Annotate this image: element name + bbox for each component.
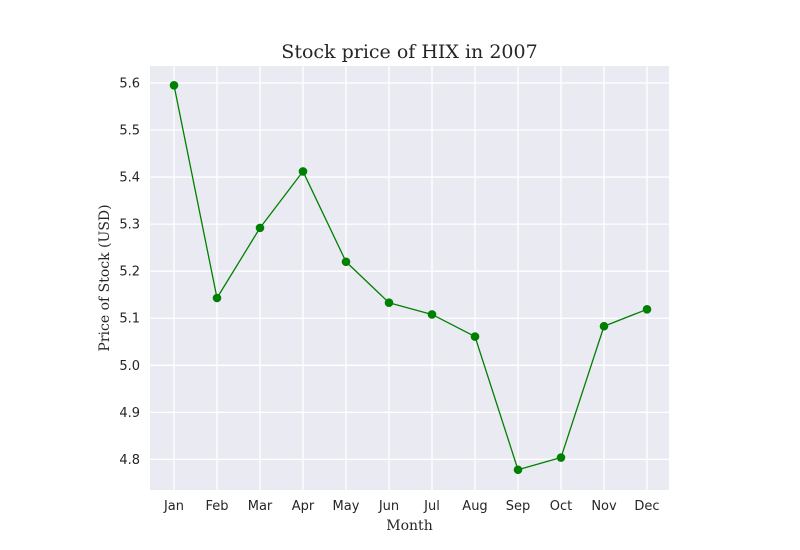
y-tick-label: 5.3: [119, 218, 140, 233]
y-axis-label: Price of Stock (USD): [97, 204, 113, 351]
series-layer: [169, 80, 652, 475]
y-tick-label: 5.6: [119, 76, 140, 91]
x-tick-label: Oct: [550, 499, 572, 514]
x-tick-labels: Jan Feb Mar Apr May Jun Jul Aug Sep Oct Nov Dec: [163, 499, 660, 514]
x-tick-label: Jun: [378, 499, 399, 514]
x-tick-label: Nov: [591, 499, 617, 514]
x-tick-label: Dec: [634, 499, 659, 514]
x-tick-label: May: [333, 499, 360, 514]
data-point: [599, 321, 609, 331]
data-point: [298, 167, 308, 176]
data-point: [556, 453, 566, 462]
data-point: [642, 304, 652, 314]
grid-lines: [150, 66, 669, 490]
y-tick-label: 4.9: [119, 406, 140, 421]
x-tick-label: Feb: [205, 499, 228, 514]
data-point: [169, 80, 179, 90]
data-point: [255, 223, 265, 233]
data-point: [470, 332, 480, 341]
chart-title: Stock price of HIX in 2007: [281, 41, 537, 63]
y-tick-label: 4.8: [119, 453, 140, 468]
y-tick-labels: 4.8 4.9 5.0 5.1 5.2 5.3 5.4 5.5 5.6: [119, 76, 140, 467]
x-tick-label: Mar: [248, 499, 273, 514]
x-axis-label: Month: [386, 518, 432, 534]
data-point: [212, 293, 222, 303]
y-tick-label: 5.5: [119, 124, 140, 139]
x-tick-label: Aug: [462, 499, 487, 514]
x-tick-label: Sep: [506, 499, 531, 514]
x-tick-label: Jan: [163, 499, 184, 514]
series-line: [173, 85, 648, 471]
data-point: [341, 257, 351, 267]
y-tick-label: 5.4: [119, 171, 140, 186]
data-point: [427, 310, 437, 319]
data-point: [384, 298, 394, 308]
y-tick-label: 5.0: [119, 359, 140, 374]
y-tick-label: 5.1: [119, 312, 140, 327]
data-point: [513, 465, 523, 475]
x-tick-label: Jul: [423, 499, 440, 514]
y-tick-label: 5.2: [119, 265, 140, 280]
x-tick-label: Apr: [292, 499, 315, 514]
plot-area: [150, 66, 669, 490]
